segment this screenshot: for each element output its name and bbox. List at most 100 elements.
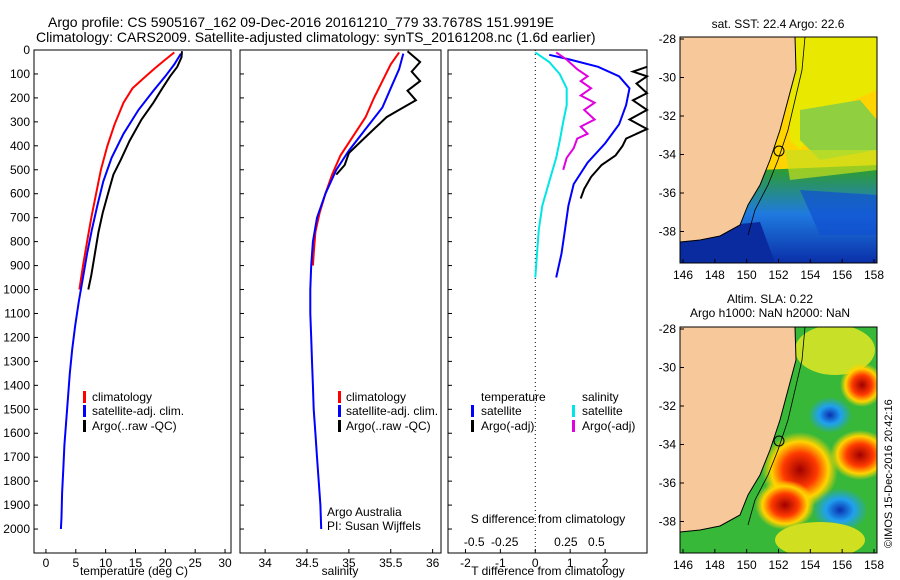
difference-plot: -2 -1 0 1 2 -0.5 -0.25 0.25 0.5 <box>448 49 650 570</box>
temperature-plot: 0 5 10 15 20 25 300100200300400500600700800900… <box>3 43 232 570</box>
temperature-xtick-label: 0 <box>43 556 50 570</box>
temperature-ytick-label: 600 <box>10 187 30 201</box>
salinity-series-satellite-adj-clim- <box>309 53 405 530</box>
temperature-xtick-label: 10 <box>99 556 113 570</box>
map-ytick-label: -38 <box>659 225 677 239</box>
sla-map-image <box>680 327 877 553</box>
temperature-xtick-label: 25 <box>189 556 203 570</box>
sla-map-axes: 146 148 150 152 154 156 158 -28 -30 -32 -34 -36 -38 <box>659 322 885 572</box>
salinity-plot: 34 34.5 35 35.5 36 <box>240 49 440 570</box>
difference-series-satellite <box>548 53 631 278</box>
map-ytick-label: -28 <box>659 322 677 336</box>
map-ytick-label: -32 <box>659 399 677 413</box>
legend-swatch-sal-argo <box>572 420 575 432</box>
temperature-xtick-label: 5 <box>72 556 79 570</box>
legend-swatch-satellite-adj <box>338 405 341 417</box>
legend-temperature-heading: temperature <box>481 390 546 404</box>
difference-panel: -2 -1 0 1 2 -0.5 -0.25 0.25 0.5 S difference fro… <box>447 49 650 578</box>
map-xtick-label: 146 <box>673 268 693 282</box>
map-xtick-label: 150 <box>737 268 757 282</box>
map-xtick-label: 158 <box>864 558 884 572</box>
salinity-series-climatology <box>311 51 400 266</box>
legend-satellite-adj: satellite-adj. clim. <box>92 404 184 418</box>
legend-sal-satellite: satellite <box>582 404 623 418</box>
legend-temp-argo: Argo(-adj) <box>481 419 534 433</box>
difference-xtick2-label: -0.5 <box>464 535 485 549</box>
map-xtick-label: 152 <box>768 268 788 282</box>
legend-climatology: climatology <box>346 390 406 404</box>
legend-swatch-temp-satellite <box>471 405 474 417</box>
map-xtick-label: 148 <box>705 268 725 282</box>
map-ytick-label: -34 <box>659 148 677 162</box>
map-xtick-label: 154 <box>800 558 820 572</box>
salinity-xtick-label: 35.5 <box>379 556 403 570</box>
sla-map-title-line2: Argo h1000: NaN h2000: NaN <box>690 306 850 320</box>
temperature-ytick-label: 400 <box>10 139 30 153</box>
salinity-xtick-label: 34 <box>258 556 272 570</box>
temperature-ytick-label: 100 <box>10 67 30 81</box>
temperature-ytick-label: 1600 <box>3 426 30 440</box>
map-xtick-label: 150 <box>737 558 757 572</box>
sst-map-title: sat. SST: 22.4 Argo: 22.6 <box>712 17 845 31</box>
figure-title-line2: Climatology: CARS2009. Satellite-adjuste… <box>36 29 596 45</box>
legend-swatch-satellite-adj <box>83 405 86 417</box>
difference-panel-frame <box>447 49 648 554</box>
salinity-xtick-label: 35 <box>342 556 356 570</box>
salinity-xtick-label: 36 <box>426 556 440 570</box>
sst-map-image <box>680 37 877 263</box>
temperature-ytick-label: 1900 <box>3 498 30 512</box>
map-ytick-label: -32 <box>659 109 677 123</box>
salinity-panel: 34 34.5 35 35.5 36 salinity climatology sate… <box>239 49 442 578</box>
temperature-ytick-label: 700 <box>10 211 30 225</box>
map-xtick-label: 154 <box>800 268 820 282</box>
difference-xtick-label: 0 <box>532 556 539 570</box>
temperature-series-argo-raw-qc- <box>87 51 183 290</box>
legend-swatch-argo <box>338 420 341 432</box>
temperature-ytick-label: 1400 <box>3 378 30 392</box>
temperature-panel: 0 5 10 15 20 25 300100200300400500600700800900… <box>3 43 232 578</box>
temperature-xlabel: temperature (deg C) <box>80 564 188 578</box>
legend-sal-argo: Argo(-adj) <box>582 419 635 433</box>
temperature-xtick-label: 30 <box>218 556 232 570</box>
temperature-ytick-label: 500 <box>10 163 30 177</box>
difference-series-argo-adj- <box>555 51 597 171</box>
s-difference-xlabel: S difference from climatology <box>471 512 626 526</box>
temperature-xtick-label: 15 <box>129 556 143 570</box>
temperature-ytick-label: 1500 <box>3 402 30 416</box>
salinity-xlabel: salinity <box>322 564 359 578</box>
map-ytick-label: -38 <box>659 515 677 529</box>
legend-climatology: climatology <box>92 390 152 404</box>
temperature-ytick-label: 900 <box>10 259 30 273</box>
difference-xtick-label: -1 <box>495 556 506 570</box>
legend-satellite-adj: satellite-adj. clim. <box>346 404 438 418</box>
legend-argo: Argo(..raw -QC) <box>92 419 177 433</box>
sla-map: Altim. SLA: 0.22 Argo h1000: NaN h2000: … <box>659 292 885 572</box>
temperature-ytick-label: 0 <box>23 43 30 57</box>
legend-swatch-sal-satellite <box>572 405 575 417</box>
sst-map: sat. SST: 22.4 Argo: 22.6 146 148 150 152 15… <box>659 17 885 282</box>
argo-location-marker <box>773 435 785 447</box>
legend-swatch-temp-argo <box>471 420 474 432</box>
temperature-ytick-label: 800 <box>10 235 30 249</box>
temperature-ytick-label: 1300 <box>3 354 30 368</box>
argo-location-marker <box>773 145 785 157</box>
legend-swatch-argo <box>83 420 86 432</box>
temperature-ytick-label: 1200 <box>3 330 30 344</box>
difference-series-satellite <box>534 51 568 278</box>
temperature-ytick-label: 200 <box>10 91 30 105</box>
legend-swatch-climatology <box>338 391 341 403</box>
map-xtick-label: 148 <box>705 558 725 572</box>
difference-xtick-label: -2 <box>460 556 471 570</box>
pi-label: PI: Susan Wijffels <box>327 519 421 533</box>
temperature-series-climatology <box>78 51 175 290</box>
temperature-panel-frame <box>33 49 232 554</box>
map-ytick-label: -36 <box>659 476 677 490</box>
difference-series-argo-adj- <box>579 65 650 199</box>
argo-australia-label: Argo Australia <box>327 505 402 519</box>
salinity-series-argo-raw-qc- <box>335 50 422 176</box>
temperature-ytick-label: 1700 <box>3 450 30 464</box>
legend-temp-satellite: satellite <box>481 404 522 418</box>
map-xtick-label: 146 <box>673 558 693 572</box>
sla-map-title-line1: Altim. SLA: 0.22 <box>727 292 813 306</box>
